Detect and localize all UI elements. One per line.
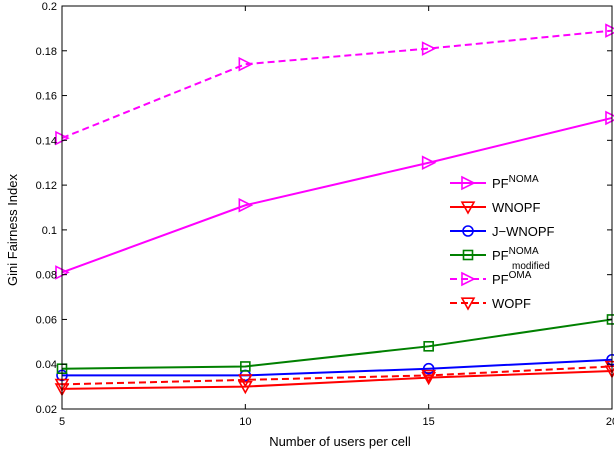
legend-marker [462,225,474,237]
legend-label: PFNOMA [492,174,539,191]
legend: PFNOMAWNOPFJ−WNOPFPFNOMAmodifiedPFOMAWOP… [450,174,555,311]
legend-marker [461,271,476,287]
legend-label: J−WNOPF [492,224,555,239]
data-point [422,362,435,375]
legend-entry-2: WNOPF [450,200,540,215]
data-point [421,369,437,384]
legend-marker [460,201,476,215]
legend-entry-6: WOPF [450,296,531,311]
legend-entry-1: PFNOMA [450,174,539,191]
y-tick-label: 0.06 [36,314,57,326]
x-tick-label: 20 [606,416,614,428]
y-tick-label: 0.16 [36,91,57,103]
y-tick-label: 0.02 [36,404,57,416]
y-axis-label: Gini Fairness Index [5,174,20,286]
legend-label: PFOMA [492,270,532,287]
data-point [423,341,434,352]
y-tick-label: 0.08 [36,270,57,282]
data-point [237,374,253,388]
legend-entry-5: PFOMA [450,270,532,287]
data-point [240,361,251,372]
legend-label: PFNOMA [492,246,539,263]
legend-marker [462,249,474,261]
legend-label: WOPF [492,296,531,311]
data-point [421,41,437,56]
y-tick-label: 0.2 [42,1,57,13]
series-line [61,369,613,390]
y-tick-label: 0.1 [42,225,57,237]
x-tick-label: 10 [239,416,251,428]
legend-entry-3: J−WNOPF [450,224,555,239]
series-5 [55,23,614,146]
series-line [61,29,613,140]
y-tick-label: 0.12 [36,180,57,192]
y-tick-label: 0.04 [36,359,57,371]
axes: 5 10 15 20 0.02 0.04 0.06 0.08 0.1 0.12 0.14 0.16 0.… [36,1,614,428]
legend-marker [460,297,476,311]
data-point [238,197,254,213]
series-line [61,365,613,386]
data-point [421,372,437,386]
x-tick-label: 5 [59,416,65,428]
y-tick-label: 0.14 [36,135,57,147]
data-point [421,155,437,171]
series-line [61,116,613,274]
series-line [62,358,613,377]
x-axis-label: Number of users per cell [269,434,411,449]
x-tick-label: 15 [423,416,435,428]
data-point [237,381,253,395]
plot-frame [61,5,613,410]
series-line [61,318,613,370]
legend-marker [461,175,476,191]
data-point [238,56,254,72]
legend-label: WNOPF [492,200,540,215]
legend-label-subscript: modified [512,261,550,272]
y-tick-label: 0.18 [36,46,57,58]
